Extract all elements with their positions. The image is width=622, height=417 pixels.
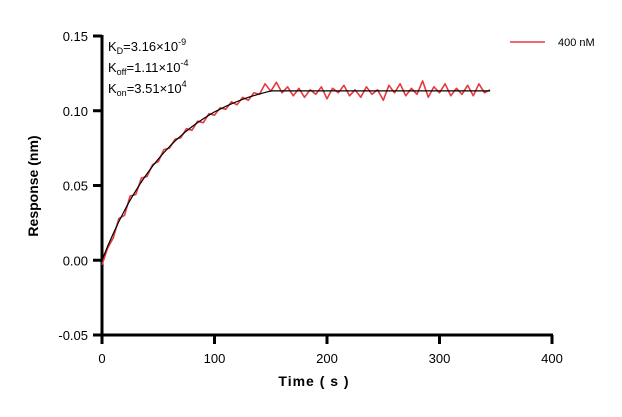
x-tick-label: 400 <box>541 351 563 366</box>
y-axis-title: Response (nm) <box>25 135 41 236</box>
x-tick-label: 200 <box>316 351 338 366</box>
series-line-400nm <box>101 80 491 265</box>
kd-label: KD=3.16×10-9 <box>108 37 186 56</box>
y-tick-label: 0.05 <box>63 179 88 194</box>
x-tick-label: 300 <box>429 351 451 366</box>
x-tick-label: 0 <box>98 351 105 366</box>
x-axis-title: Time ( s ) <box>278 373 349 389</box>
legend-label: 400 nM <box>558 37 595 49</box>
legend: 400 nM <box>510 37 595 49</box>
fit-curve-line <box>101 90 491 261</box>
koff-label: Koff=1.11×10-4 <box>108 58 189 77</box>
kinetic-constants: KD=3.16×10-9 Koff=1.11×10-4 Kon=3.51×104 <box>108 37 189 98</box>
kon-label: Kon=3.51×104 <box>108 79 187 98</box>
y-tick-label: 0.00 <box>63 253 88 268</box>
x-tick-label: 100 <box>204 351 226 366</box>
y-tick-label: -0.05 <box>58 328 88 343</box>
y-tick-label: 0.10 <box>63 104 88 119</box>
y-tick-label: 0.15 <box>63 29 88 44</box>
